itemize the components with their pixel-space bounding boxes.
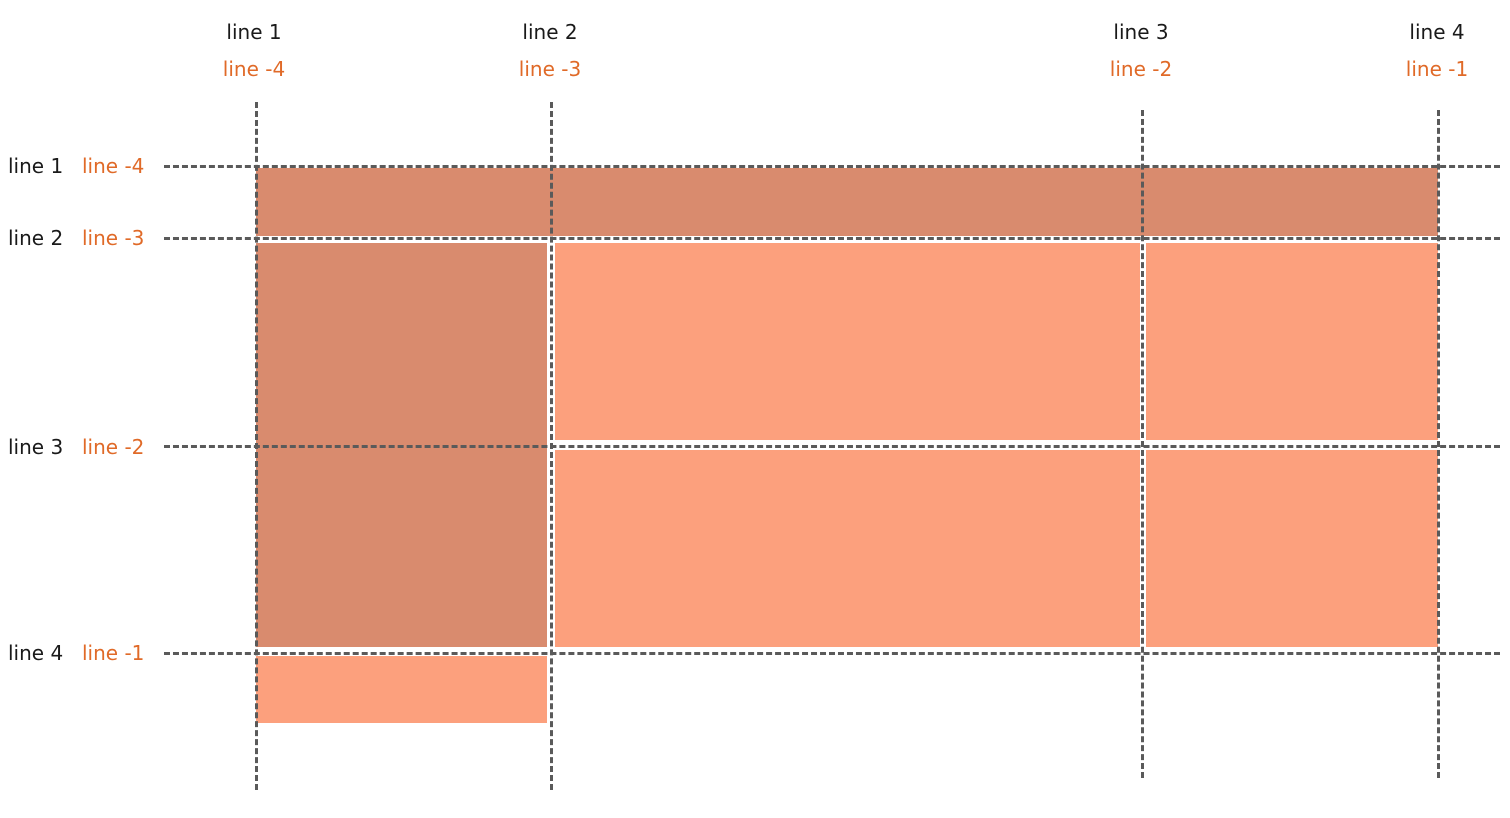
row-line-3-negative-label: line -2 bbox=[82, 435, 145, 459]
column-line-2-label: line 2 bbox=[522, 20, 578, 44]
column-line-4-negative-label: line -1 bbox=[1405, 57, 1469, 81]
column-line-1-label: line 1 bbox=[226, 20, 282, 44]
row-line-2 bbox=[164, 237, 1500, 240]
column-line-3 bbox=[1141, 110, 1144, 778]
row-line-1 bbox=[164, 165, 1500, 168]
row-line-1-negative-label: line -4 bbox=[82, 154, 145, 178]
column-line-4-label: line 4 bbox=[1409, 20, 1465, 44]
header-item bbox=[256, 168, 1438, 236]
row-line-4-label: line 4 bbox=[8, 641, 64, 665]
column-line-1-negative-label: line -4 bbox=[222, 57, 286, 81]
implicit-row-item bbox=[256, 656, 547, 723]
row-line-3-label: line 3 bbox=[8, 435, 64, 459]
column-line-4 bbox=[1437, 110, 1440, 778]
grid-cell-row3-col2 bbox=[555, 450, 1140, 647]
grid-cell-row2-col2 bbox=[555, 243, 1140, 440]
grid-cell-row2-col3 bbox=[1146, 243, 1438, 440]
row-line-4-negative-label: line -1 bbox=[82, 641, 145, 665]
row-line-3 bbox=[164, 445, 1500, 448]
grid-cell-row3-col3 bbox=[1146, 450, 1438, 647]
column-line-2-negative-label: line -3 bbox=[518, 57, 582, 81]
column-line-3-negative-label: line -2 bbox=[1109, 57, 1173, 81]
row-line-4 bbox=[164, 652, 1500, 655]
row-line-2-label: line 2 bbox=[8, 226, 64, 250]
row-line-2-negative-label: line -3 bbox=[82, 226, 145, 250]
column-line-3-label: line 3 bbox=[1113, 20, 1169, 44]
row-line-1-label: line 1 bbox=[8, 154, 64, 178]
